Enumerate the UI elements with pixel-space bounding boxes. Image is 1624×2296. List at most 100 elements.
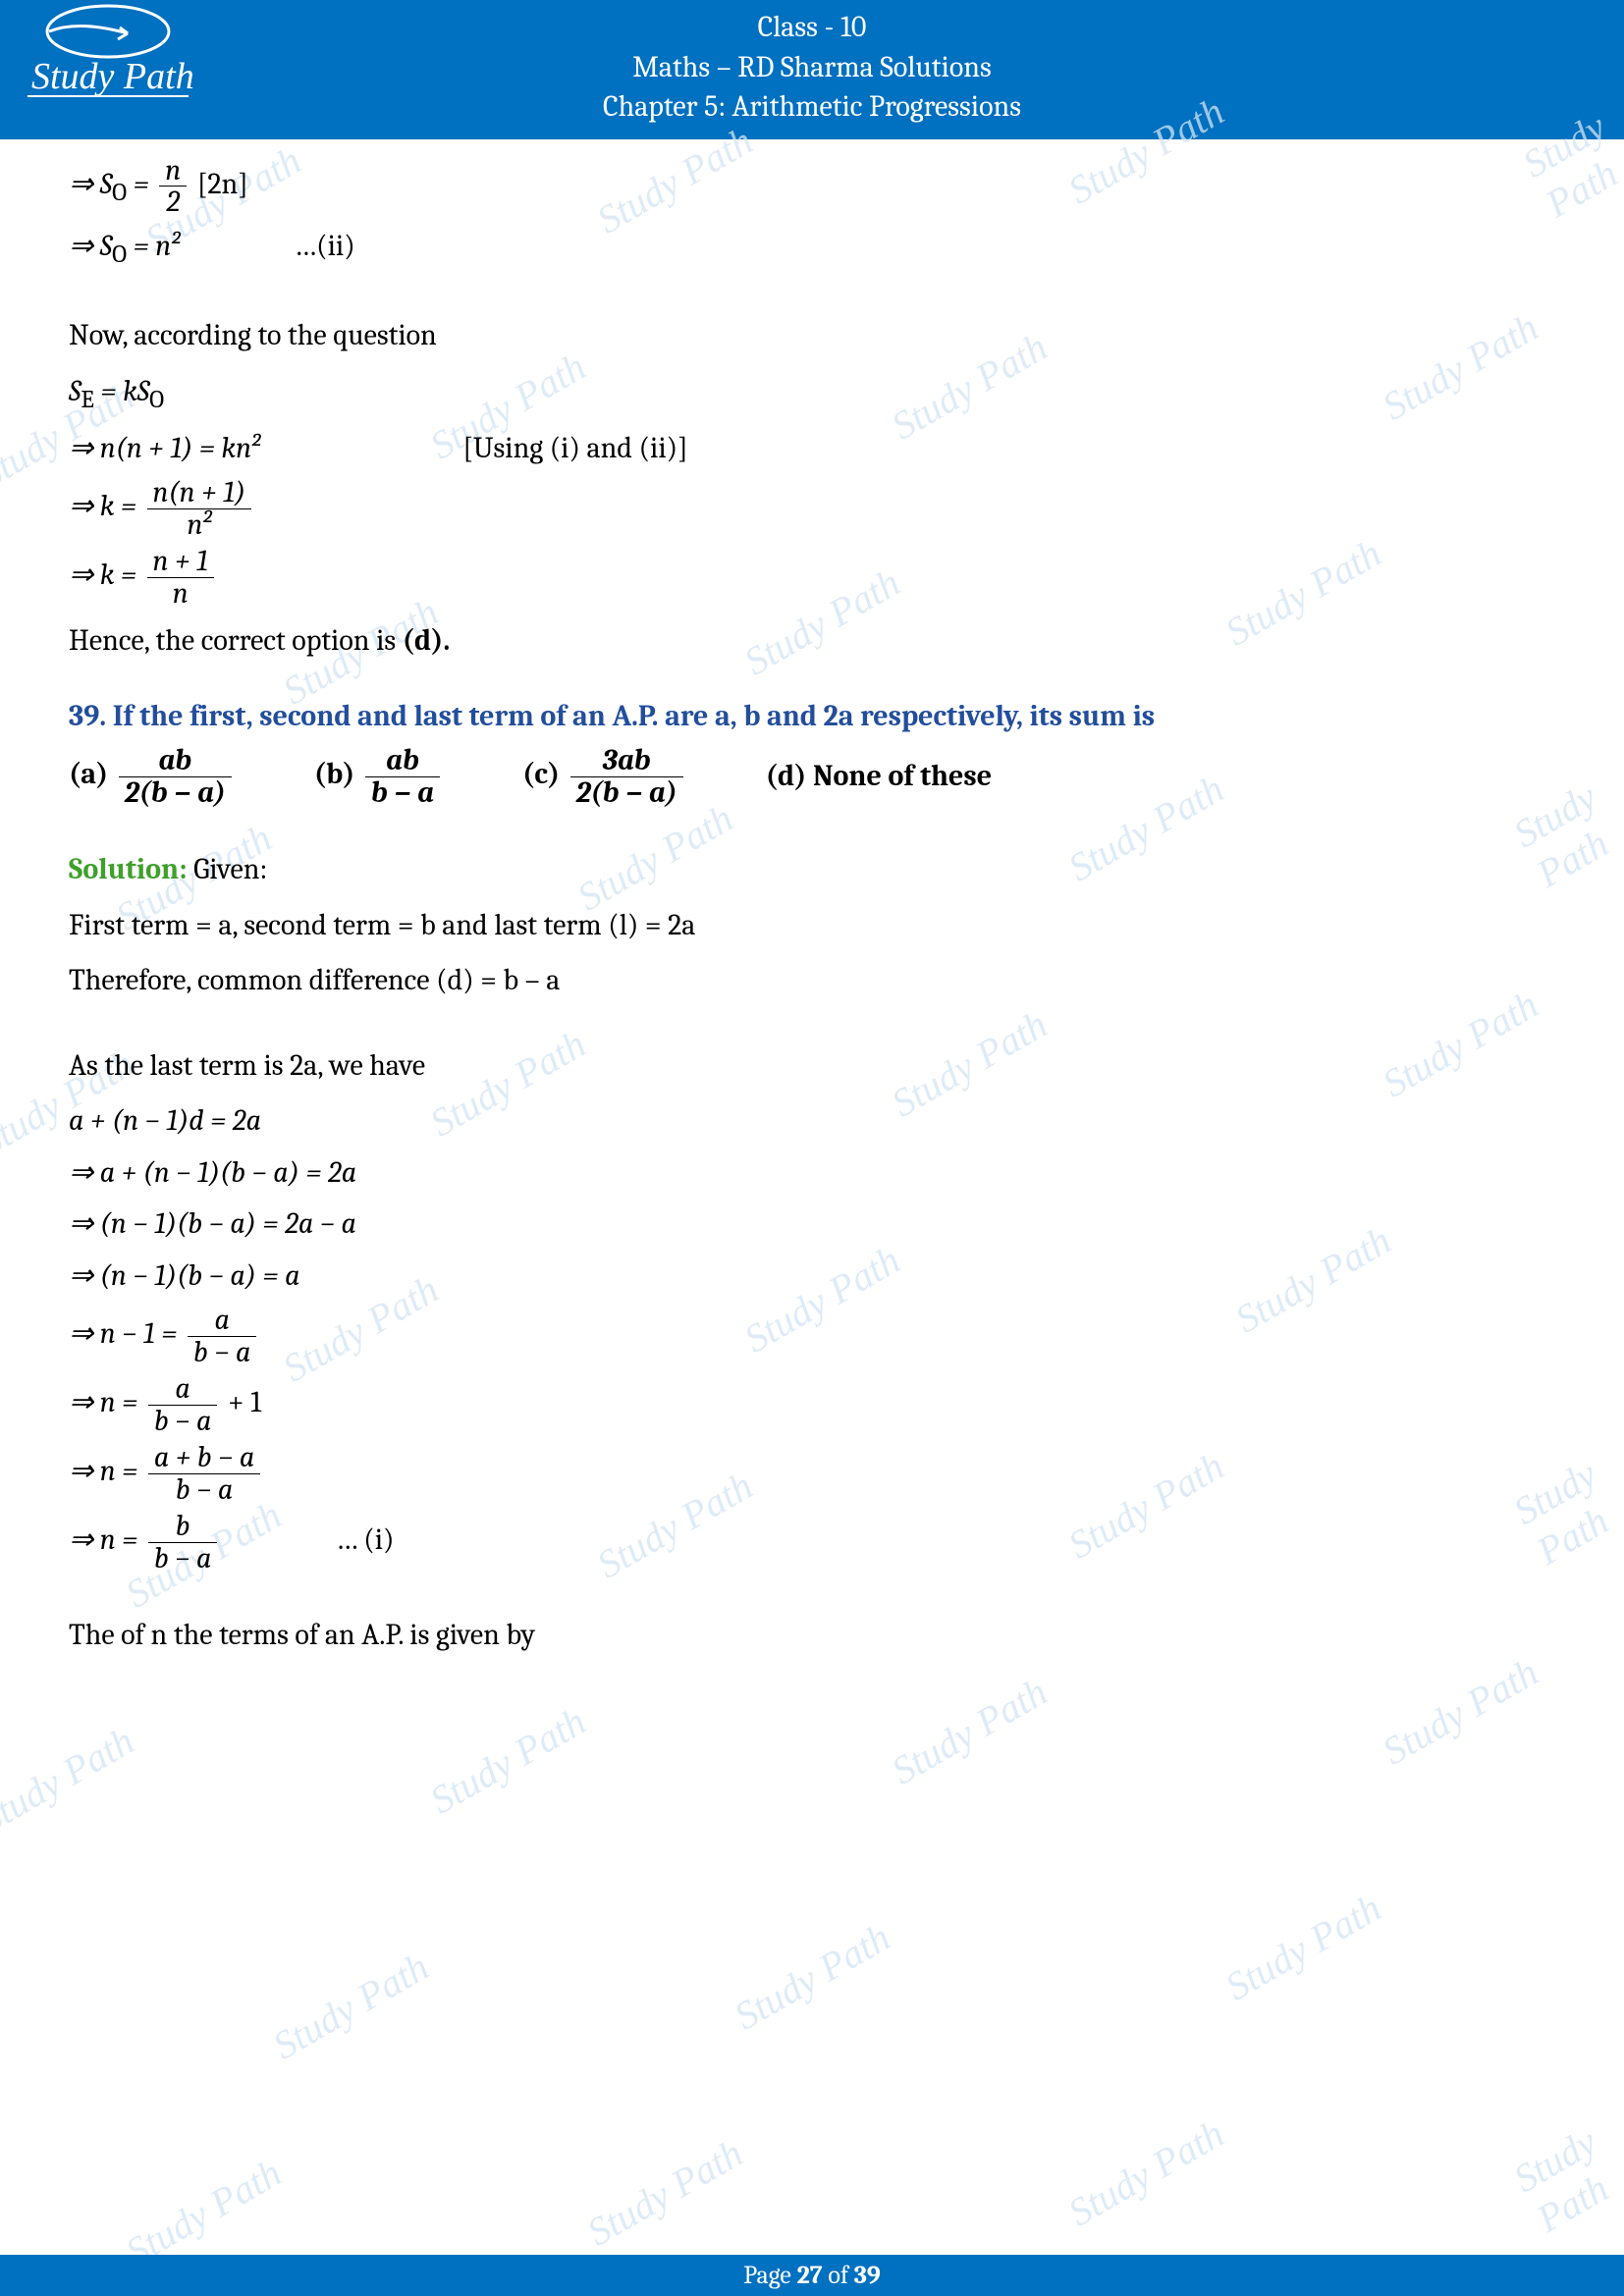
option-label: (a) xyxy=(69,757,108,791)
option-label: (b) xyxy=(314,757,355,791)
eq-text: = kS xyxy=(94,374,149,408)
logo-icon: Study Path xyxy=(20,0,196,103)
eq-text: ⇒ k = xyxy=(69,558,143,592)
equation: ⇒ n = bb − a … (i) xyxy=(69,1511,1555,1574)
eq-text: = n² xyxy=(127,229,180,263)
footer-text: of xyxy=(823,2261,854,2290)
frac-den: n² xyxy=(147,509,252,541)
eq-text: ⇒ k = xyxy=(69,489,143,523)
frac-num: ab xyxy=(119,745,232,777)
frac-num: 3ab xyxy=(570,745,683,777)
solution-line: Solution: Given: xyxy=(69,847,1555,893)
eq-text: ⇒ S xyxy=(69,229,112,263)
question-39: 39. If the first, second and last term o… xyxy=(69,694,1555,740)
equation: SE = kSO xyxy=(69,369,1555,420)
solution-label: Solution: xyxy=(69,852,188,886)
frac-num: a xyxy=(188,1305,257,1337)
eq-sub: O xyxy=(112,240,127,269)
frac-num: n(n + 1) xyxy=(147,477,252,509)
equation: ⇒ (n − 1)(b − a) = a xyxy=(69,1254,1555,1300)
eq-sub: E xyxy=(81,386,94,414)
frac-num: b xyxy=(148,1511,218,1543)
solution-text: As the last term is 2a, we have xyxy=(69,1043,1555,1090)
fraction: ab − a xyxy=(188,1305,257,1367)
equation: ⇒ a + (n − 1)(b − a) = 2a xyxy=(69,1150,1555,1197)
paragraph: Now, according to the question xyxy=(69,313,1555,359)
equation: ⇒ n = a + b − ab − a xyxy=(69,1442,1555,1505)
solution-given: Given: xyxy=(188,852,268,886)
header-chapter: Chapter 5: Arithmetic Progressions xyxy=(0,87,1624,128)
watermark: Study Path xyxy=(265,1944,437,2069)
eq-number: …(ii) xyxy=(295,224,355,270)
watermark: Study Path xyxy=(1375,1649,1546,1775)
eq-text: ⇒ n(n + 1) = kn² xyxy=(69,431,260,465)
eq-text: ⇒ n = xyxy=(69,1385,144,1419)
frac-num: n xyxy=(159,155,187,187)
eq-text: ⇒ n − 1 = xyxy=(69,1316,184,1351)
header-class: Class - 10 xyxy=(0,8,1624,48)
frac-den: b − a xyxy=(365,777,440,809)
equation: ⇒ n = ab − a + 1 xyxy=(69,1373,1555,1436)
option-a: (a) ab2(b − a) xyxy=(69,745,236,808)
option-label: (d) xyxy=(766,759,807,793)
eq-text: [2n] xyxy=(197,167,248,201)
eq-text: + 1 xyxy=(228,1385,261,1419)
page-content: ⇒ SO = n2 [2n] ⇒ SO = n² …(ii) Now, acco… xyxy=(0,139,1624,1659)
frac-den: 2 xyxy=(159,187,187,218)
watermark: Study Path xyxy=(1505,2110,1624,2241)
equation: ⇒ k = n(n + 1)n² xyxy=(69,477,1555,540)
watermark: Study Path xyxy=(0,1718,141,1843)
watermark: Study Path xyxy=(727,1914,898,2040)
frac-num: ab xyxy=(365,745,440,777)
study-path-logo: Study Path xyxy=(20,0,196,103)
watermark: Study Path xyxy=(1218,1885,1389,2010)
solution-text: Therefore, common difference (d) = b – a xyxy=(69,958,1555,1004)
solution-text: First term = a, second term = b and last… xyxy=(69,903,1555,949)
watermark: Study Path xyxy=(579,2130,751,2256)
frac-den: b − a xyxy=(148,1543,218,1575)
eq-note: [Using (i) and (ii)] xyxy=(462,426,687,472)
page-footer: Page 27 of 39 xyxy=(0,2255,1624,2296)
eq-text: ⇒ n = xyxy=(69,1454,144,1488)
solution-text: The of n the terms of an A.P. is given b… xyxy=(69,1613,1555,1659)
fraction: abb − a xyxy=(365,745,440,808)
equation: a + (n − 1)d = 2a xyxy=(69,1098,1555,1145)
conclusion-text: Hence, the correct option is xyxy=(69,623,403,658)
eq-text: = xyxy=(127,167,155,201)
conclusion-answer: (d). xyxy=(403,623,450,658)
frac-den: n xyxy=(147,578,214,610)
frac-den: b − a xyxy=(148,1474,261,1506)
equation: ⇒ k = n + 1n xyxy=(69,546,1555,609)
watermark: Study Path xyxy=(884,1669,1056,1794)
eq-sub: O xyxy=(149,386,164,414)
fraction: bb − a xyxy=(148,1511,218,1574)
fraction: ab2(b − a) xyxy=(119,745,232,808)
frac-den: b − a xyxy=(188,1337,257,1368)
options-row: (a) ab2(b − a) (b) abb − a (c) 3ab2(b − … xyxy=(69,745,1555,808)
option-b: (b) abb − a xyxy=(314,745,444,808)
eq-sub: O xyxy=(112,179,127,207)
footer-total: 39 xyxy=(854,2261,881,2290)
frac-num: a + b − a xyxy=(148,1442,261,1474)
option-text: None of these xyxy=(813,759,992,793)
fraction: n + 1n xyxy=(147,546,214,609)
conclusion: Hence, the correct option is (d). xyxy=(69,618,1555,665)
frac-num: a xyxy=(148,1373,218,1406)
eq-text: ⇒ S xyxy=(69,167,112,201)
fraction: 3ab2(b − a) xyxy=(570,745,683,808)
watermark: Study Path xyxy=(422,1698,594,1824)
frac-den: 2(b − a) xyxy=(570,777,683,809)
fraction: a + b − ab − a xyxy=(148,1442,261,1505)
equation: ⇒ (n − 1)(b − a) = 2a − a xyxy=(69,1201,1555,1248)
option-c: (c) 3ab2(b − a) xyxy=(522,745,687,808)
option-d: (d) None of these xyxy=(766,754,992,800)
equation: ⇒ n − 1 = ab − a xyxy=(69,1305,1555,1367)
equation: ⇒ n(n + 1) = kn² [Using (i) and (ii)] xyxy=(69,426,1555,472)
equation: ⇒ SO = n² …(ii) xyxy=(69,224,1555,275)
page-header: Study Path Class - 10 Maths – RD Sharma … xyxy=(0,0,1624,139)
watermark: Study Path xyxy=(1060,2110,1232,2236)
footer-page: 27 xyxy=(797,2261,823,2290)
header-subject: Maths – RD Sharma Solutions xyxy=(0,48,1624,88)
frac-den: 2(b − a) xyxy=(119,777,232,809)
option-label: (c) xyxy=(522,757,560,791)
